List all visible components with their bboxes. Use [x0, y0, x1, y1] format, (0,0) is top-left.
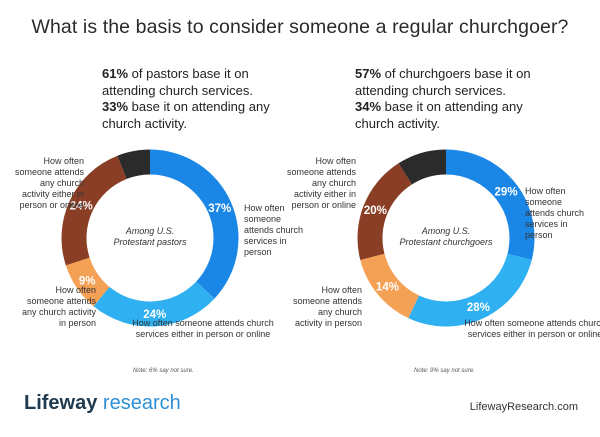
- label-churchgoers-services-either: How often someone attends church service…: [464, 318, 600, 339]
- donut-pastors-slice-2: [65, 257, 110, 307]
- headline-churchgoers-pct2: 34%: [355, 99, 382, 114]
- lifeway-research-logo: Lifeway research: [24, 392, 181, 415]
- label-pastors-services-either: How often someone attends church service…: [132, 318, 274, 339]
- note-churchgoers: Note: 9% say not sure.: [414, 368, 475, 374]
- note-pastors: Note: 6% say not sure.: [133, 368, 194, 374]
- headline-churchgoers: 57% of churchgoers base it on attending …: [355, 66, 535, 132]
- headline-pastors-pct1: 61%: [102, 66, 129, 81]
- donut-pastors-value-label-3: 24%: [70, 201, 93, 213]
- donut-pastors-slice-3: [61, 155, 127, 266]
- chart-title: What is the basis to consider someone a …: [31, 16, 569, 38]
- donut-churchgoers-center-label: Among U.S. Protestant churchgoers: [399, 226, 493, 247]
- donut-churchgoers-slice-2: [360, 253, 419, 319]
- donut-churchgoers-value-label-1: 28%: [467, 302, 490, 314]
- headline-churchgoers-pct1: 57%: [355, 66, 382, 81]
- donut-pastors-slice-4: [117, 149, 150, 179]
- donut-churchgoers-value-label-2: 14%: [376, 281, 399, 293]
- donut-churchgoers-slice-1: [408, 253, 532, 327]
- donut-pastors-value-label-0: 37%: [208, 203, 231, 215]
- donut-churchgoers-value-label-0: 29%: [495, 186, 518, 198]
- donut-pastors-slice-0: [150, 149, 239, 299]
- brand-part2: research: [97, 392, 181, 414]
- donut-pastors-center-label: Among U.S. Protestant pastors: [113, 226, 187, 247]
- donut-pastors-slice-1: [93, 281, 215, 327]
- headline-pastors-text1: of pastors base it on attending church s…: [102, 66, 254, 98]
- donut-churchgoers-slice-4: [398, 149, 446, 185]
- donut-pastors-value-label-2: 9%: [79, 276, 96, 288]
- website-link[interactable]: LifewayResearch.com: [469, 401, 578, 413]
- donut-churchgoers-value-label-3: 20%: [364, 205, 387, 217]
- label-churchgoers-activity-either: How often someone attends any church act…: [286, 156, 356, 210]
- headline-churchgoers-text2: base it on attending any church activity…: [355, 99, 523, 131]
- label-churchgoers-activity-in-person: How often someone attends any church act…: [292, 285, 362, 328]
- headline-pastors-pct2: 33%: [102, 99, 129, 114]
- label-churchgoers-services-in-person: How often someone attends church service…: [525, 186, 585, 240]
- label-pastors-services-in-person: How often someone attends church service…: [244, 203, 304, 257]
- label-pastors-activity-in-person: How often someone attends any church act…: [21, 285, 96, 328]
- headline-churchgoers-text1: of churchgoers base it on attending chur…: [355, 66, 531, 98]
- donut-pastors-value-label-1: 24%: [143, 309, 166, 321]
- donut-churchgoers-slice-3: [357, 163, 412, 261]
- headline-pastors: 61% of pastors base it on attending chur…: [102, 66, 282, 132]
- donut-churchgoers-slice-0: [446, 149, 535, 261]
- brand-part1: Lifeway: [24, 392, 98, 414]
- headline-pastors-text2: base it on attending any church activity…: [102, 99, 270, 131]
- label-pastors-activity-either: How often someone attends any church act…: [14, 156, 84, 210]
